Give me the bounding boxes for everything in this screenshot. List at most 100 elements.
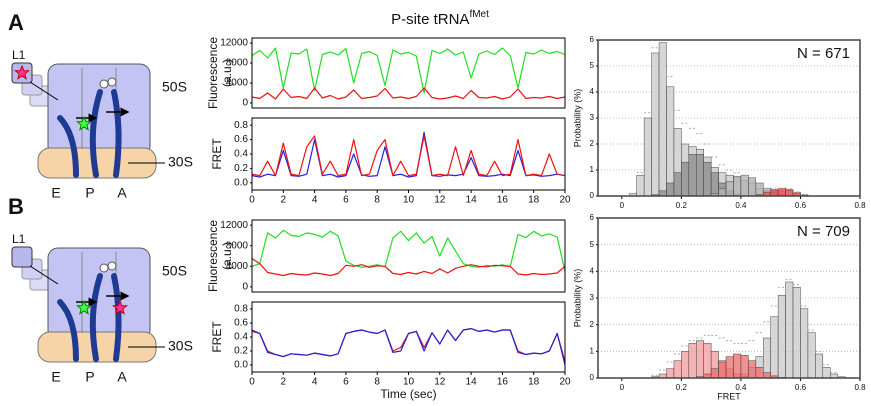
x-tick-label: 6 [343, 377, 349, 388]
x-tick-label: 16 [497, 195, 509, 206]
site-label: E [51, 185, 60, 201]
y-tick-label: 4 [590, 266, 595, 275]
x-tick-label: 4 [312, 195, 318, 206]
plot-frame [597, 217, 861, 379]
y-tick-label: 1 [590, 165, 595, 174]
y-tick-label: 8000 [226, 240, 249, 251]
hist-bar [710, 172, 719, 197]
site-label: P [85, 185, 94, 201]
y-axis-label: FRET [210, 138, 224, 170]
x-tick-label: 2 [281, 195, 287, 206]
plot-frame [251, 117, 566, 191]
connector [29, 81, 59, 101]
star [13, 64, 31, 80]
hist-bar [755, 182, 764, 197]
y-tick-label: 12000 [220, 220, 248, 231]
x-tick-label: 20 [559, 377, 571, 388]
figure-title: P-site tRNAfMet [391, 9, 489, 28]
hist-bar [740, 355, 749, 379]
y-tick-label: 0 [590, 191, 595, 200]
x-tick-label: 0.6 [795, 201, 807, 210]
trace-line [251, 47, 566, 94]
annotation: N = 671 [797, 45, 850, 62]
trna-a [111, 89, 122, 178]
y-tick-label: 6 [590, 213, 595, 222]
y-tick-label: 8000 [226, 58, 249, 69]
large-subunit [47, 247, 151, 341]
trna-a [111, 273, 122, 362]
hist-bar [725, 181, 734, 197]
trna-end [107, 261, 117, 271]
x-tick-label: 0 [249, 195, 255, 206]
hist-bar [807, 332, 816, 379]
hist-bar [718, 187, 727, 197]
hist-bar [792, 287, 801, 379]
y-tick-label: 3 [590, 113, 595, 122]
hist-bar [673, 360, 682, 379]
x-tick-label: 0.8 [854, 383, 866, 392]
hist-bar [762, 337, 771, 379]
y-tick-label: 0.4 [234, 332, 248, 343]
hist-bar [673, 172, 682, 197]
y-tick-label: 0.0 [234, 360, 248, 371]
y-tick-label: 4000 [226, 261, 249, 272]
x-tick-label: 8 [374, 195, 380, 206]
large-subunit [47, 63, 151, 157]
large-label: 50S [162, 79, 187, 95]
star [75, 299, 93, 315]
plot-area [252, 118, 565, 190]
hist-bar [770, 316, 779, 379]
site-label: E [51, 369, 60, 385]
hist-bar [755, 367, 764, 379]
hist-bar [688, 343, 697, 379]
y-tick-label: 12000 [220, 38, 248, 49]
hist-bar [748, 360, 757, 379]
l1 [11, 246, 33, 268]
schematic-a: A L1 50S 30S E P A [8, 10, 193, 201]
y-axis-label: Probability (%) [572, 89, 582, 148]
x-axis-label: Time (sec) [380, 387, 436, 401]
hist-bar [636, 174, 645, 197]
hist-bar [643, 117, 652, 197]
hist-bar [800, 308, 809, 379]
schematic-b: B L1 50S 30S E P A [8, 194, 193, 385]
y-tick-label: 0.4 [234, 149, 248, 160]
y-tick-label: 0 [242, 281, 248, 292]
panel-label: B [8, 194, 24, 219]
x-tick-label: 6 [343, 195, 349, 206]
x-tick-label: 0.4 [735, 383, 747, 392]
y-tick-label: 5 [590, 240, 595, 249]
x-tick-label: 0.8 [854, 201, 866, 210]
hist-bar [681, 161, 690, 197]
hist-bar [718, 361, 727, 379]
hist-bar [666, 182, 675, 197]
x-tick-label: 4 [312, 377, 318, 388]
y-axis-label: Fluorescence [206, 37, 220, 109]
x-tick-label: 14 [466, 377, 478, 388]
x-tick-label: 0.4 [735, 201, 747, 210]
x-tick-label: 0.2 [676, 383, 688, 392]
y-tick-label: 0.2 [234, 163, 248, 174]
hist-bar [762, 372, 771, 379]
hist-bar [815, 353, 824, 379]
hist-bar [688, 154, 697, 197]
hist-bar [770, 189, 779, 197]
trna-end [99, 79, 109, 89]
hist-bar [710, 368, 719, 379]
y-axis-label: Fluorescence [206, 220, 220, 292]
y-tick-label: 4 [590, 87, 595, 96]
trace-line [251, 229, 566, 272]
y-tick-label: 0.8 [234, 120, 248, 131]
plot-frame [251, 301, 566, 373]
hist-bar [733, 176, 742, 197]
x-tick-label: 0.6 [795, 383, 807, 392]
trna-p [89, 273, 103, 362]
hist-bar [681, 351, 690, 379]
plot-area [598, 40, 860, 196]
x-tick-label: 2 [281, 377, 287, 388]
trace-line [251, 258, 566, 277]
x-tick-label: 0 [620, 201, 625, 210]
y-axis-label: (a.u.) [220, 242, 234, 270]
hist-bar [658, 42, 667, 197]
